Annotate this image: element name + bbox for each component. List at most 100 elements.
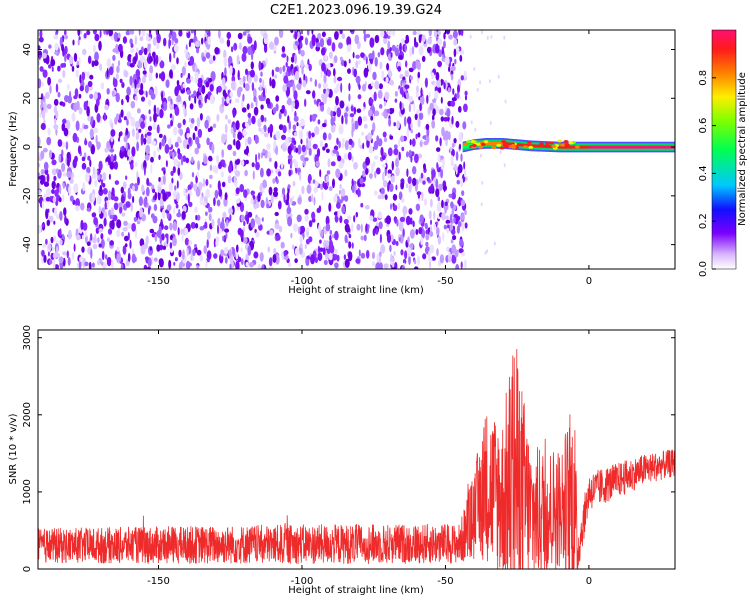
noise-blob — [115, 161, 118, 170]
noise-blob — [169, 30, 173, 36]
noise-blob — [108, 173, 111, 180]
noise-blob — [410, 129, 414, 134]
noise-blob — [194, 95, 197, 104]
noise-blob — [340, 188, 346, 197]
noise-blob — [339, 100, 345, 109]
noise-blob — [399, 216, 405, 223]
noise-blob — [269, 123, 274, 134]
noise-blob — [400, 38, 405, 45]
noise-blob — [223, 56, 228, 68]
noise-blob — [161, 138, 166, 147]
noise-blob — [293, 115, 299, 122]
noise-blob — [450, 155, 454, 164]
noise-blob — [154, 234, 158, 242]
noise-blob — [339, 56, 343, 62]
noise-blob — [94, 233, 97, 242]
noise-blob — [182, 155, 187, 162]
noise-blob — [355, 54, 360, 59]
noise-blob — [380, 146, 384, 157]
noise-blob — [307, 140, 312, 149]
noise-blob — [392, 30, 396, 37]
noise-blob — [441, 199, 444, 209]
noise-blob — [83, 124, 89, 130]
noise-blob — [393, 122, 397, 127]
noise-blob — [145, 235, 149, 245]
noise-blob — [87, 71, 90, 79]
noise-blob — [165, 233, 169, 239]
noise-blob — [147, 125, 153, 131]
noise-blob — [360, 52, 365, 58]
noise-blob — [205, 40, 208, 48]
noise-blob — [422, 180, 426, 185]
noise-blob — [203, 155, 208, 165]
noise-blob — [295, 147, 299, 153]
noise-blob — [250, 190, 256, 195]
noise-blob — [459, 239, 464, 247]
noise-blob — [410, 122, 413, 129]
noise-blob — [248, 117, 252, 126]
noise-blob — [190, 75, 194, 82]
noise-blob — [185, 52, 190, 60]
noise-blob — [171, 114, 174, 122]
noise-blob — [319, 140, 323, 148]
noise-blob — [51, 168, 57, 176]
noise-blob — [367, 109, 373, 118]
noise-blob — [294, 161, 299, 169]
noise-blob — [275, 254, 280, 265]
noise-blob — [75, 120, 80, 131]
noise-blob — [187, 193, 190, 204]
noise-blob — [141, 76, 146, 84]
noise-blob — [95, 134, 98, 145]
noise-blob — [140, 136, 144, 146]
noise-blob — [287, 184, 291, 189]
noise-blob — [318, 205, 322, 213]
noise-blob — [348, 93, 351, 102]
noise-blob — [429, 231, 434, 237]
noise-blob — [380, 30, 385, 38]
noise-blob — [275, 95, 280, 102]
noise-blob — [91, 193, 95, 203]
noise-blob — [100, 238, 105, 249]
noise-blob — [197, 142, 201, 149]
noise-blob — [438, 202, 441, 212]
noise-blob — [440, 78, 443, 86]
noise-blob — [103, 30, 107, 35]
noise-blob — [325, 223, 331, 232]
noise-blob — [142, 70, 147, 75]
noise-blob — [249, 261, 254, 268]
noise-blob — [95, 98, 100, 107]
noise-blob — [38, 136, 41, 147]
noise-blob — [197, 128, 203, 138]
noise-blob — [341, 115, 344, 125]
noise-blob — [430, 198, 433, 208]
noise-blob — [290, 197, 293, 205]
noise-blob — [228, 207, 233, 215]
noise-blob — [73, 183, 79, 194]
noise-blob — [154, 86, 158, 97]
noise-blob — [223, 49, 227, 60]
noise-blob — [172, 221, 178, 232]
noise-blob — [217, 224, 219, 235]
noise-blob — [186, 78, 192, 84]
noise-blob — [407, 116, 412, 125]
noise-blob — [160, 71, 166, 82]
noise-blob — [82, 182, 86, 192]
snr-series-line — [38, 348, 675, 569]
noise-blob — [257, 193, 261, 202]
noise-blob — [451, 229, 456, 236]
noise-blob — [382, 180, 388, 188]
noise-blob — [122, 181, 127, 189]
noise-blob — [177, 136, 181, 143]
noise-blob — [374, 35, 380, 44]
noise-blob — [98, 40, 102, 51]
signal-blob — [462, 142, 468, 146]
noise-blob — [348, 234, 352, 239]
noise-blob — [45, 91, 50, 100]
noise-blob — [101, 207, 105, 214]
noise-blob — [435, 71, 440, 81]
noise-blob — [377, 89, 383, 99]
noise-blob — [236, 54, 240, 65]
signal-blob — [549, 141, 555, 145]
noise-blob — [159, 198, 164, 207]
noise-blob — [122, 36, 127, 44]
